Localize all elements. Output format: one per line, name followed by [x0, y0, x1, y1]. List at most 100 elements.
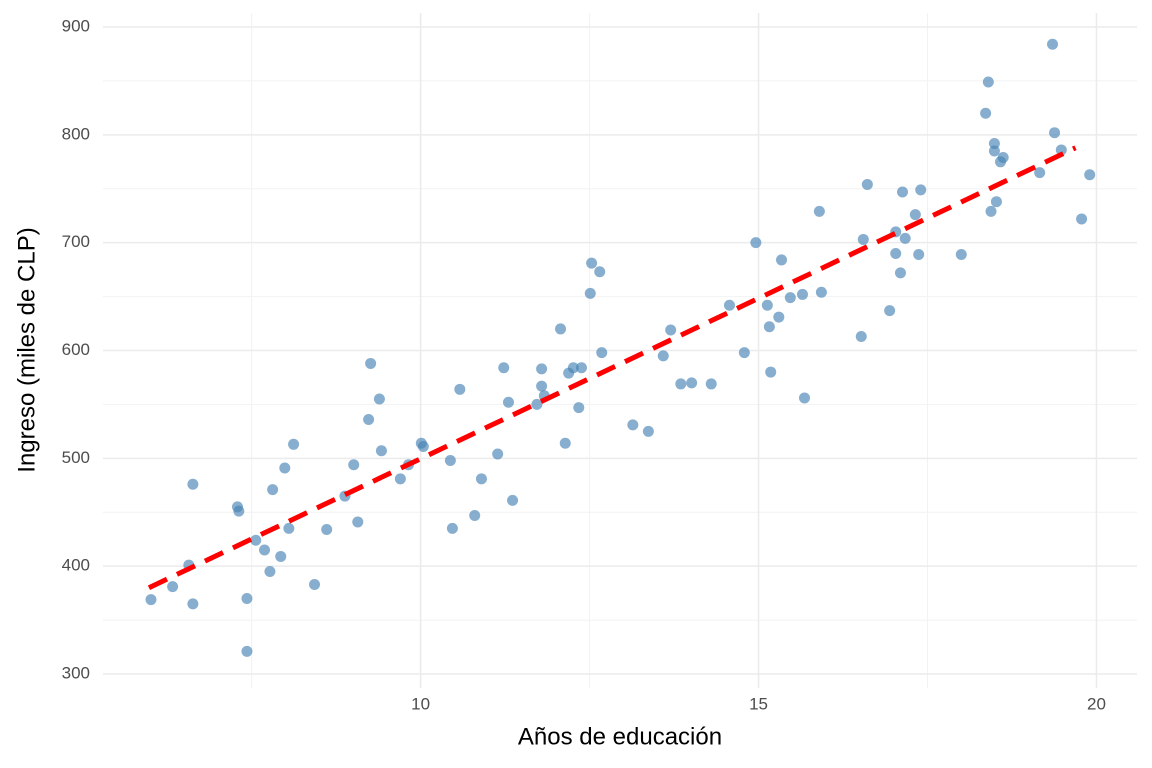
point [241, 645, 253, 657]
point [1084, 169, 1096, 181]
point [894, 267, 906, 279]
point [980, 107, 992, 119]
point [586, 257, 598, 269]
point [1047, 38, 1059, 50]
point [264, 566, 276, 578]
point [773, 311, 785, 323]
point [267, 484, 279, 496]
point [492, 448, 504, 460]
point [1055, 144, 1067, 156]
y-tick-label: 600 [62, 340, 90, 359]
point [279, 462, 291, 474]
point [187, 478, 199, 490]
point [145, 594, 157, 606]
point [233, 505, 245, 517]
point [348, 459, 360, 471]
point [784, 292, 796, 304]
point [738, 347, 750, 359]
point [288, 438, 300, 450]
point [798, 392, 810, 404]
point [627, 419, 639, 431]
y-tick-label: 900 [62, 17, 90, 36]
point [475, 473, 487, 485]
point [642, 425, 654, 437]
point [909, 209, 921, 221]
point [469, 509, 481, 521]
point [536, 380, 548, 392]
y-tick-label: 800 [62, 124, 90, 143]
point [373, 393, 385, 405]
point [259, 544, 271, 556]
point [861, 178, 873, 190]
point [498, 362, 510, 374]
y-tick-label: 400 [62, 556, 90, 575]
point [765, 366, 777, 378]
point [596, 347, 608, 359]
point [705, 378, 717, 390]
point [761, 299, 773, 311]
point [502, 396, 514, 408]
point [567, 362, 579, 374]
x-tick-label: 20 [1087, 694, 1106, 713]
point [241, 593, 253, 605]
point [855, 330, 867, 342]
point [417, 440, 429, 452]
point [657, 350, 669, 362]
point [899, 232, 911, 244]
point [763, 321, 775, 333]
point [776, 254, 788, 266]
point [444, 454, 456, 466]
point [536, 363, 548, 375]
point [167, 581, 179, 593]
point [250, 534, 262, 546]
x-tick-label: 15 [749, 694, 768, 713]
point [454, 383, 466, 395]
point [723, 299, 735, 311]
point [283, 522, 295, 534]
point [555, 323, 567, 335]
point [584, 287, 596, 299]
point [1049, 127, 1061, 139]
point [988, 145, 1000, 157]
point [507, 494, 519, 506]
point [913, 249, 925, 261]
trend-line [147, 145, 1077, 590]
point [990, 196, 1002, 208]
y-tick-label: 300 [62, 663, 90, 682]
point [573, 402, 585, 414]
point [997, 151, 1009, 163]
point [665, 324, 677, 336]
point [394, 473, 406, 485]
point [675, 378, 687, 390]
point [890, 247, 902, 259]
point [559, 437, 571, 449]
point [531, 398, 543, 410]
point [813, 205, 825, 217]
point [988, 137, 1000, 149]
point [363, 414, 375, 426]
y-axis-title: Ingreso (miles de CLP) [13, 227, 40, 472]
point [796, 288, 808, 300]
point [815, 286, 827, 298]
y-tick-label: 500 [62, 448, 90, 467]
point [955, 249, 967, 261]
point [686, 377, 698, 389]
point [575, 362, 587, 374]
point [750, 237, 762, 249]
point [982, 76, 994, 88]
point [915, 184, 927, 196]
point [446, 522, 458, 534]
point [884, 305, 896, 317]
point [985, 205, 997, 217]
point [275, 550, 287, 562]
point [365, 357, 377, 369]
point [352, 516, 364, 528]
point [187, 598, 199, 610]
point [309, 578, 321, 590]
point [1076, 213, 1088, 225]
point [857, 233, 869, 245]
x-tick-label: 10 [411, 694, 430, 713]
point [594, 266, 606, 278]
